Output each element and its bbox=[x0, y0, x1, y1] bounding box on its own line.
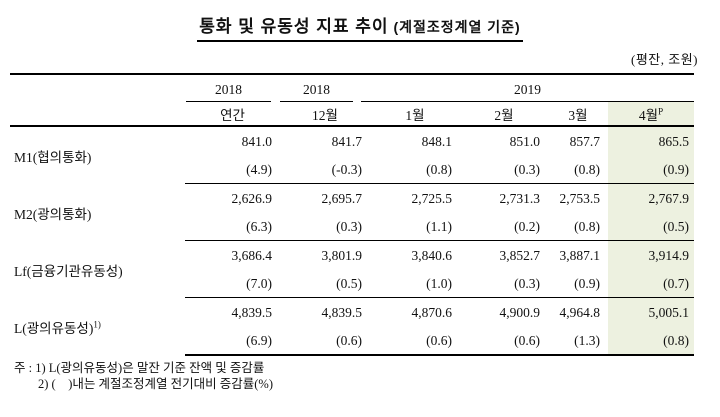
indicator-pct-row: (6.9) (0.6) (0.6) (0.6) (1.3) (0.8) bbox=[10, 327, 694, 356]
pct-cell: (0.6) bbox=[370, 327, 460, 356]
page-title: 통화 및 유동성 지표 추이 (계절조정계열 기준) bbox=[0, 12, 720, 42]
col-header-dec: 12월 bbox=[280, 102, 370, 127]
indicator-value-row: L(광의유동성)1) 4,839.5 4,839.5 4,870.6 4,900.9 4,… bbox=[10, 298, 694, 336]
pct-cell: (0.3) bbox=[280, 213, 370, 241]
value-cell: 865.5 bbox=[608, 127, 694, 156]
row-label: M2(광의통화) bbox=[14, 206, 92, 222]
pct-cell: (6.3) bbox=[185, 213, 280, 241]
col-header-annual: 연간 bbox=[185, 102, 280, 127]
pct-cell: (0.9) bbox=[608, 156, 694, 184]
value-cell: 3,914.9 bbox=[608, 241, 694, 270]
value-cell: 2,731.3 bbox=[499, 190, 541, 206]
value-cell: 2,695.7 bbox=[321, 190, 363, 206]
indicator-pct-row: (4.9) (-0.3) (0.8) (0.3) (0.8) (0.9) bbox=[10, 156, 694, 184]
pct-cell: (4.9) bbox=[185, 156, 280, 184]
footnote-ref-superscript: 1) bbox=[93, 319, 101, 330]
pct-cell: (7.0) bbox=[185, 270, 280, 298]
value-cell: 4,900.9 bbox=[499, 304, 541, 320]
pct-cell: (6.9) bbox=[185, 327, 280, 356]
year-group-row: 2018 2018 2019 bbox=[10, 75, 694, 102]
value-cell: 4,839.5 bbox=[321, 304, 363, 320]
indicator-pct-row: (6.3) (0.3) (1.1) (0.2) (0.8) (0.5) bbox=[10, 213, 694, 241]
pct-cell: (0.6) bbox=[280, 327, 370, 356]
pct-cell: (0.3) bbox=[460, 270, 548, 298]
value-cell: 851.0 bbox=[509, 133, 540, 149]
pct-cell: (0.8) bbox=[548, 213, 608, 241]
pct-cell: (0.8) bbox=[370, 156, 460, 184]
row-label-header bbox=[10, 102, 185, 127]
value-cell: 848.1 bbox=[421, 133, 452, 149]
value-cell: 841.7 bbox=[331, 133, 362, 149]
value-cell: 2,767.9 bbox=[608, 184, 694, 213]
table-body: M1(협의통화) 841.0 841.7 848.1 851.0 857.7 865.5 (4… bbox=[10, 127, 694, 356]
table-head: 2018 2018 2019 연간 12월 1월 2월 3월 4월P bbox=[10, 75, 694, 127]
year-group-2019: 2019 bbox=[361, 75, 694, 102]
value-cell: 3,840.6 bbox=[411, 247, 453, 263]
pct-cell: (0.2) bbox=[460, 213, 548, 241]
value-cell: 2,626.9 bbox=[231, 190, 273, 206]
value-cell: 3,887.1 bbox=[559, 247, 601, 263]
value-cell: 2,725.5 bbox=[411, 190, 453, 206]
row-label: M1(협의통화) bbox=[14, 149, 92, 165]
pct-cell: (0.3) bbox=[460, 156, 548, 184]
col-header-apr-preliminary: 4월P bbox=[608, 102, 694, 127]
col-header-jan: 1월 bbox=[370, 102, 460, 127]
row-label: Lf(금융기관유동성) bbox=[14, 263, 123, 279]
monetary-indicators-table: 2018 2018 2019 연간 12월 1월 2월 3월 4월P M1(협의… bbox=[10, 73, 694, 356]
pct-cell: (0.5) bbox=[608, 213, 694, 241]
year-group-2018-annual: 2018 bbox=[185, 75, 280, 102]
footnote-2: 2) ( )내는 계절조정계열 전기대비 증감률(%) bbox=[38, 377, 273, 391]
pct-cell: (0.7) bbox=[608, 270, 694, 298]
footnote-1: 주 : 1) L(광의유동성)은 말잔 기준 잔액 및 증감률 bbox=[14, 361, 265, 375]
year-group-2018-dec: 2018 bbox=[280, 75, 370, 102]
indicator-pct-row: (7.0) (0.5) (1.0) (0.3) (0.9) (0.7) bbox=[10, 270, 694, 298]
value-cell: 3,801.9 bbox=[321, 247, 363, 263]
pct-cell: (0.9) bbox=[548, 270, 608, 298]
pct-cell: (0.8) bbox=[548, 156, 608, 184]
pct-cell: (0.8) bbox=[608, 327, 694, 356]
indicator-value-row: Lf(금융기관유동성) 3,686.4 3,801.9 3,840.6 3,852.7 3… bbox=[10, 241, 694, 279]
col-header-feb: 2월 bbox=[460, 102, 548, 127]
pct-cell: (-0.3) bbox=[280, 156, 370, 184]
pct-cell: (1.3) bbox=[548, 327, 608, 356]
title-main: 통화 및 유동성 지표 추이 bbox=[199, 17, 389, 36]
corner-cell bbox=[10, 75, 185, 102]
value-cell: 4,870.6 bbox=[411, 304, 453, 320]
pct-cell: (1.0) bbox=[370, 270, 460, 298]
pct-cell: (1.1) bbox=[370, 213, 460, 241]
unit-note: (평잔, 조원) bbox=[631, 52, 698, 67]
value-cell: 5,005.1 bbox=[608, 298, 694, 327]
preliminary-superscript: P bbox=[658, 106, 664, 116]
indicator-value-row: M2(광의통화) 2,626.9 2,695.7 2,725.5 2,731.3 2,75… bbox=[10, 184, 694, 222]
title-sub: (계절조정계열 기준) bbox=[388, 19, 521, 35]
footnotes: 주 : 1) L(광의유동성)은 말잔 기준 잔액 및 증감률 2) ( )내는… bbox=[14, 360, 273, 392]
col-header-mar: 3월 bbox=[548, 102, 608, 127]
value-cell: 4,839.5 bbox=[231, 304, 273, 320]
pct-cell: (0.6) bbox=[460, 327, 548, 356]
value-cell: 857.7 bbox=[569, 133, 600, 149]
value-cell: 841.0 bbox=[241, 133, 272, 149]
value-cell: 3,852.7 bbox=[499, 247, 541, 263]
value-cell: 2,753.5 bbox=[559, 190, 601, 206]
row-label: L(광의유동성)1) bbox=[14, 319, 101, 336]
pct-cell: (0.5) bbox=[280, 270, 370, 298]
value-cell: 4,964.8 bbox=[559, 304, 601, 320]
indicator-value-row: M1(협의통화) 841.0 841.7 848.1 851.0 857.7 865.5 bbox=[10, 127, 694, 165]
value-cell: 3,686.4 bbox=[231, 247, 273, 263]
month-header-row: 연간 12월 1월 2월 3월 4월P bbox=[10, 102, 694, 127]
